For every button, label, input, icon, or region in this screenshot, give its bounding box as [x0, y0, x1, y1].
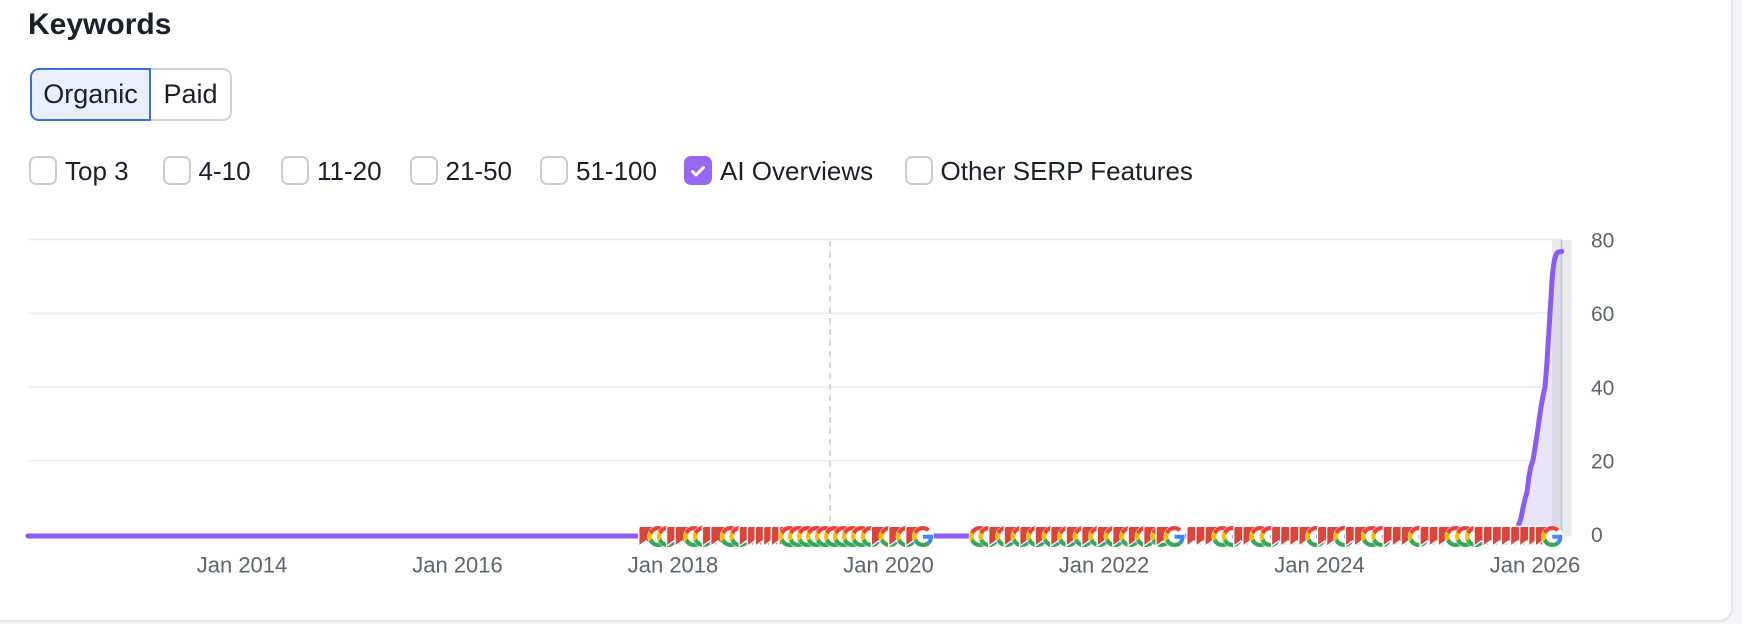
- svg-text:Jan 2022: Jan 2022: [1059, 553, 1150, 578]
- svg-text:Jan 2018: Jan 2018: [628, 553, 719, 578]
- svg-text:Jan 2014: Jan 2014: [197, 553, 288, 578]
- svg-text:80: 80: [1591, 229, 1614, 252]
- svg-text:0: 0: [1591, 524, 1603, 547]
- svg-text:60: 60: [1591, 303, 1614, 326]
- svg-text:Jan 2016: Jan 2016: [412, 553, 503, 578]
- svg-text:20: 20: [1591, 451, 1614, 474]
- svg-text:Jan 2020: Jan 2020: [843, 553, 934, 578]
- svg-text:Jan 2024: Jan 2024: [1274, 553, 1365, 578]
- svg-text:Jan 2026: Jan 2026: [1490, 553, 1581, 578]
- svg-text:40: 40: [1591, 377, 1614, 400]
